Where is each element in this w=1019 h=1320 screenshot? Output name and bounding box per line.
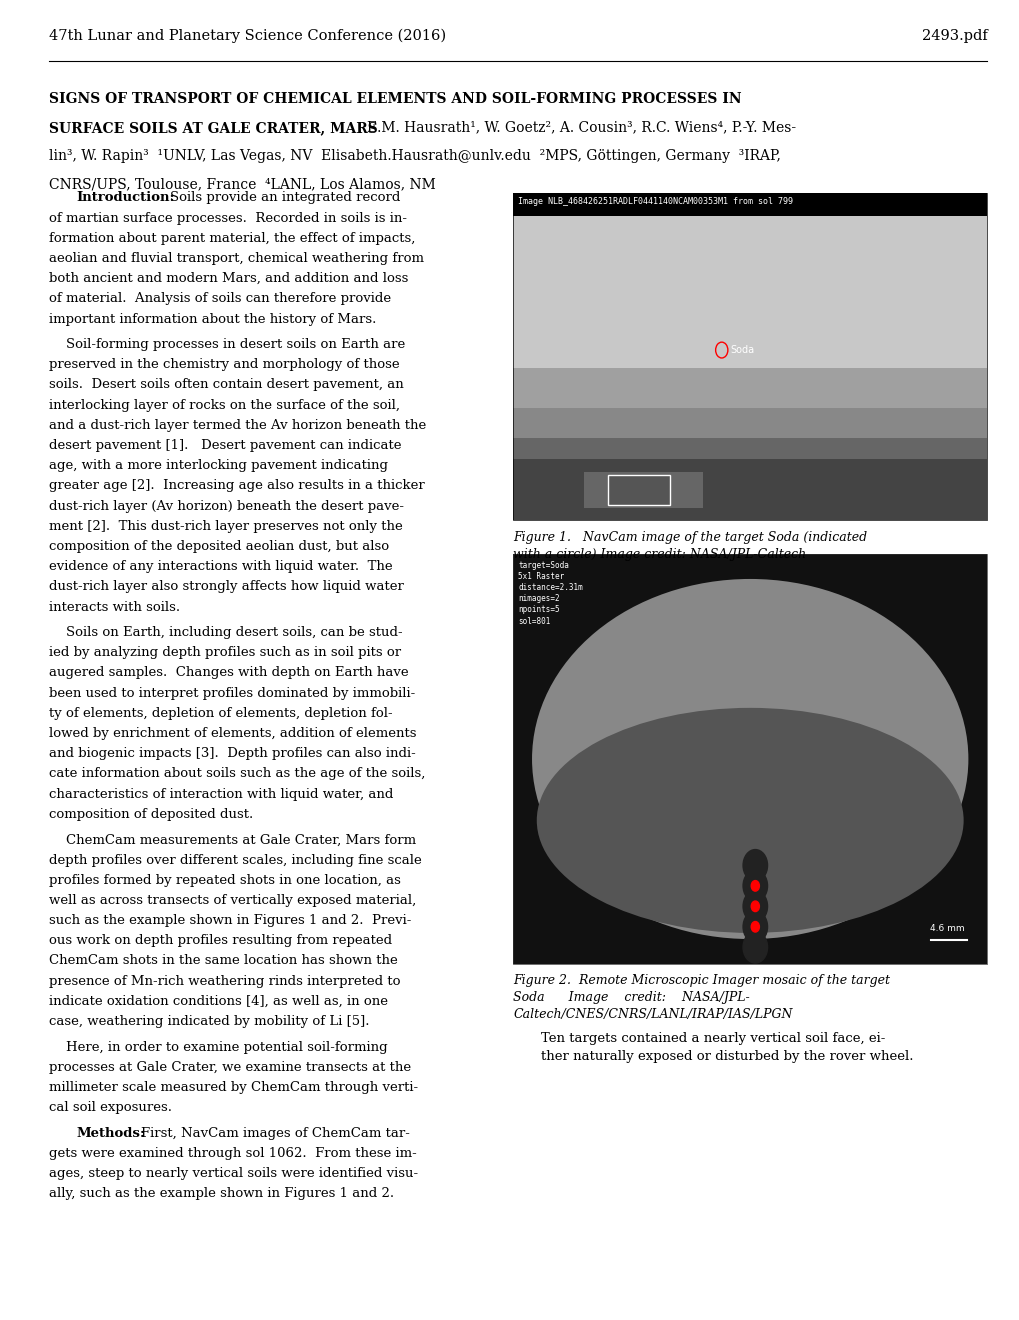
Text: SIGNS OF TRANSPORT OF CHEMICAL ELEMENTS AND SOIL-FORMING PROCESSES IN: SIGNS OF TRANSPORT OF CHEMICAL ELEMENTS … [49,92,741,107]
Text: important information about the history of Mars.: important information about the history … [49,313,376,326]
Text: Introduction:: Introduction: [76,191,175,205]
Text: 2493.pdf: 2493.pdf [921,29,986,44]
Text: ty of elements, depletion of elements, depletion fol-: ty of elements, depletion of elements, d… [49,706,392,719]
Text: Figure 1.   NavCam image of the target Soda (indicated
with a circle) Image cred: Figure 1. NavCam image of the target Sod… [513,531,866,561]
Text: evidence of any interactions with liquid water.  The: evidence of any interactions with liquid… [49,560,392,573]
Text: dust-rich layer also strongly affects how liquid water: dust-rich layer also strongly affects ho… [49,581,404,594]
Text: ied by analyzing depth profiles such as in soil pits or: ied by analyzing depth profiles such as … [49,647,400,659]
Circle shape [742,850,767,882]
Bar [607,475,668,506]
Circle shape [742,932,767,964]
Text: 4.6 mm: 4.6 mm [929,924,964,933]
Text: Soils on Earth, including desert soils, can be stud-: Soils on Earth, including desert soils, … [49,626,403,639]
Text: cate information about soils such as the age of the soils,: cate information about soils such as the… [49,767,425,780]
Text: age, with a more interlocking pavement indicating: age, with a more interlocking pavement i… [49,459,387,473]
Text: 47th Lunar and Planetary Science Conference (2016): 47th Lunar and Planetary Science Confere… [49,29,445,44]
Text: SURFACE SOILS AT GALE CRATER, MARS: SURFACE SOILS AT GALE CRATER, MARS [49,121,382,135]
Text: desert pavement [1].   Desert pavement can indicate: desert pavement [1]. Desert pavement can… [49,440,401,451]
Text: preserved in the chemistry and morphology of those: preserved in the chemistry and morpholog… [49,358,399,371]
Text: soils.  Desert soils often contain desert pavement, an: soils. Desert soils often contain desert… [49,379,404,392]
Text: E.M. Hausrath¹, W. Goetz², A. Cousin³, R.C. Wiens⁴, P.-Y. Mes-: E.M. Hausrath¹, W. Goetz², A. Cousin³, R… [367,121,796,135]
Text: composition of the deposited aeolian dust, but also: composition of the deposited aeolian dus… [49,540,388,553]
Text: case, weathering indicated by mobility of Li [5].: case, weathering indicated by mobility o… [49,1015,369,1028]
Text: processes at Gale Crater, we examine transects at the: processes at Gale Crater, we examine tra… [49,1061,411,1073]
Text: Here, in order to examine potential soil-forming: Here, in order to examine potential soil… [49,1040,387,1053]
Text: been used to interpret profiles dominated by immobili-: been used to interpret profiles dominate… [49,686,415,700]
Text: both ancient and modern Mars, and addition and loss: both ancient and modern Mars, and additi… [49,272,408,285]
Text: millimeter scale measured by ChemCam through verti-: millimeter scale measured by ChemCam thr… [49,1081,418,1094]
Bar [513,368,986,414]
Text: First, NavCam images of ChemCam tar-: First, NavCam images of ChemCam tar- [141,1126,410,1139]
Text: composition of deposited dust.: composition of deposited dust. [49,808,253,821]
Bar [513,216,986,383]
Circle shape [750,880,759,891]
Text: Soils provide an integrated record: Soils provide an integrated record [170,191,400,205]
Bar [513,554,986,964]
Bar [513,554,986,964]
Text: augered samples.  Changes with depth on Earth have: augered samples. Changes with depth on E… [49,667,409,680]
Text: ages, steep to nearly vertical soils were identified visu-: ages, steep to nearly vertical soils wer… [49,1167,418,1180]
Text: of material.  Analysis of soils can therefore provide: of material. Analysis of soils can there… [49,293,390,305]
Text: aeolian and fluvial transport, chemical weathering from: aeolian and fluvial transport, chemical … [49,252,424,265]
Text: and biogenic impacts [3].  Depth profiles can also indi-: and biogenic impacts [3]. Depth profiles… [49,747,416,760]
Text: presence of Mn-rich weathering rinds interpreted to: presence of Mn-rich weathering rinds int… [49,974,400,987]
Text: profiles formed by repeated shots in one location, as: profiles formed by repeated shots in one… [49,874,400,887]
Ellipse shape [532,579,967,939]
Text: Soil-forming processes in desert soils on Earth are: Soil-forming processes in desert soils o… [49,338,405,351]
Text: ment [2].  This dust-rich layer preserves not only the: ment [2]. This dust-rich layer preserves… [49,520,403,533]
Circle shape [750,921,759,932]
Ellipse shape [536,708,963,933]
Text: interacts with soils.: interacts with soils. [49,601,180,614]
Text: lin³, W. Rapin³  ¹UNLV, Las Vegas, NV  Elisabeth.Hausrath@unlv.edu  ²MPS, Göttin: lin³, W. Rapin³ ¹UNLV, Las Vegas, NV Eli… [49,149,781,164]
Text: Image NLB_468426251RADLF0441140NCAM00353M1 from sol 799: Image NLB_468426251RADLF0441140NCAM00353… [518,197,793,206]
Text: of martian surface processes.  Recorded in soils is in-: of martian surface processes. Recorded i… [49,211,407,224]
Text: CNRS/UPS, Toulouse, France  ⁴LANL, Los Alamos, NM: CNRS/UPS, Toulouse, France ⁴LANL, Los Al… [49,177,435,191]
Circle shape [742,870,767,902]
Bar [513,193,986,520]
Text: depth profiles over different scales, including fine scale: depth profiles over different scales, in… [49,854,421,866]
Text: interlocking layer of rocks on the surface of the soil,: interlocking layer of rocks on the surfa… [49,399,399,412]
Circle shape [742,911,767,942]
Text: well as across transects of vertically exposed material,: well as across transects of vertically e… [49,894,416,907]
Bar [513,193,986,216]
Circle shape [750,902,759,912]
Text: formation about parent material, the effect of impacts,: formation about parent material, the eff… [49,232,415,244]
Text: Methods:: Methods: [76,1126,146,1139]
Text: and a dust-rich layer termed the Av horizon beneath the: and a dust-rich layer termed the Av hori… [49,418,426,432]
Text: ChemCam measurements at Gale Crater, Mars form: ChemCam measurements at Gale Crater, Mar… [49,833,416,846]
Text: characteristics of interaction with liquid water, and: characteristics of interaction with liqu… [49,788,393,801]
Text: dust-rich layer (Av horizon) beneath the desert pave-: dust-rich layer (Av horizon) beneath the… [49,499,404,512]
Bar [513,459,986,520]
Text: Figure 2.  Remote Microscopic Imager mosaic of the target
Soda      Image    cre: Figure 2. Remote Microscopic Imager mosa… [513,974,890,1022]
Circle shape [742,891,767,923]
Text: greater age [2].  Increasing age also results in a thicker: greater age [2]. Increasing age also res… [49,479,424,492]
Bar [513,408,986,444]
Text: cal soil exposures.: cal soil exposures. [49,1101,172,1114]
Bar [584,471,702,508]
Text: Ten targets contained a nearly vertical soil face, ei-
ther naturally exposed or: Ten targets contained a nearly vertical … [540,1032,912,1063]
Text: indicate oxidation conditions [4], as well as, in one: indicate oxidation conditions [4], as we… [49,995,387,1008]
Text: lowed by enrichment of elements, addition of elements: lowed by enrichment of elements, additio… [49,727,416,741]
Text: such as the example shown in Figures 1 and 2.  Previ-: such as the example shown in Figures 1 a… [49,913,411,927]
Text: ChemCam shots in the same location has shown the: ChemCam shots in the same location has s… [49,954,397,968]
Text: ous work on depth profiles resulting from repeated: ous work on depth profiles resulting fro… [49,935,391,948]
Text: target=Soda
5x1 Raster
distance=2.31m
nimages=2
npoints=5
sol=801: target=Soda 5x1 Raster distance=2.31m ni… [518,561,582,626]
Text: gets were examined through sol 1062.  From these im-: gets were examined through sol 1062. Fro… [49,1147,417,1160]
Bar [513,438,986,466]
Text: ally, such as the example shown in Figures 1 and 2.: ally, such as the example shown in Figur… [49,1187,393,1200]
Text: Soda: Soda [730,345,753,355]
